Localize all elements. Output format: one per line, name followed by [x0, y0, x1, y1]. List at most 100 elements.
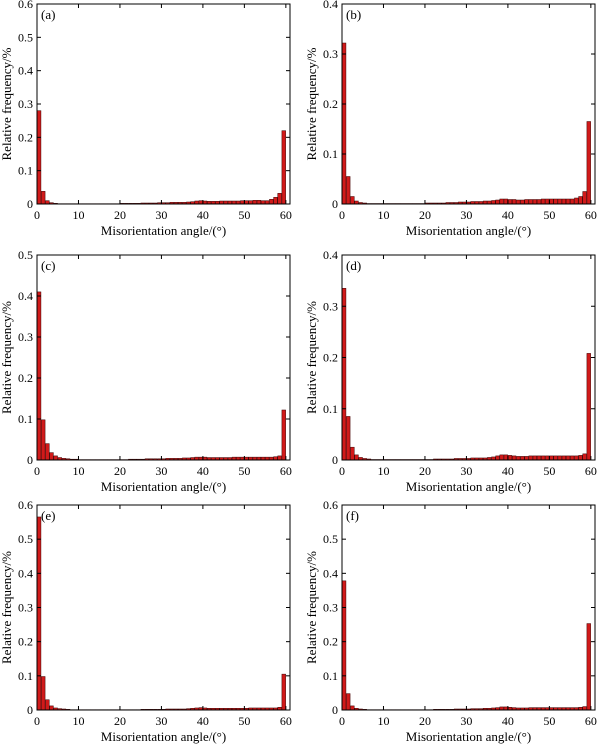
x-tick-label: 20 — [114, 464, 126, 478]
bar — [269, 199, 274, 205]
x-tick-label: 30 — [155, 208, 167, 222]
y-tick-label: 0.6 — [323, 498, 338, 512]
bar — [578, 196, 583, 205]
x-tick-label: 0 — [339, 208, 345, 222]
y-tick-label: 0 — [332, 453, 338, 467]
y-axis-label: Relative frequency/% — [0, 47, 14, 160]
bar — [491, 200, 496, 205]
y-tick-label: 0.2 — [323, 97, 338, 111]
bar — [541, 198, 546, 205]
x-tick-label: 30 — [155, 464, 167, 478]
y-tick-label: 0.4 — [323, 566, 338, 580]
bar — [574, 455, 579, 461]
bar — [516, 199, 521, 205]
x-tick-label: 0 — [34, 464, 40, 478]
bar — [252, 200, 257, 205]
bar — [277, 455, 282, 461]
x-axis-label: Misorientation angle/(°) — [101, 729, 226, 744]
bar — [346, 176, 351, 205]
chart-panel-6: 0 10 20 30 40 50 60 0 0.1 0.2 0.3 0.4 0.5 0.6 (f) Misor… — [304, 498, 597, 744]
x-tick-label: 60 — [280, 714, 292, 728]
x-tick-label: 20 — [114, 208, 126, 222]
panel-label: (e) — [41, 508, 55, 523]
bar — [281, 673, 286, 711]
y-tick-label: 0.3 — [18, 330, 33, 344]
x-axis-label: Misorientation angle/(°) — [406, 729, 531, 744]
bar — [524, 199, 529, 205]
x-tick-label: 0 — [339, 464, 345, 478]
bar — [557, 198, 562, 205]
bar — [36, 291, 42, 461]
panel-label: (d) — [346, 258, 361, 273]
bar — [524, 456, 529, 461]
y-axis-label: Relative frequency/% — [304, 301, 319, 414]
bar — [586, 623, 591, 711]
bar — [557, 455, 562, 461]
bar — [350, 446, 355, 461]
y-tick-label: 0.6 — [18, 498, 33, 512]
y-tick-label: 0.4 — [323, 248, 338, 262]
plot-frame — [341, 504, 596, 711]
plot-frame — [341, 3, 596, 205]
bar — [574, 197, 579, 205]
bar — [45, 443, 50, 461]
bar — [350, 196, 355, 205]
panel-label: (f) — [346, 508, 359, 523]
bar — [512, 455, 517, 461]
bar — [532, 199, 537, 205]
x-tick-label: 0 — [34, 714, 40, 728]
y-tick-label: 0.2 — [18, 130, 33, 144]
bar — [49, 452, 54, 461]
y-tick-label: 0.5 — [323, 532, 338, 546]
bar — [281, 409, 286, 461]
y-axis-label: Relative frequency/% — [0, 551, 14, 664]
bar — [565, 198, 571, 205]
x-tick-label: 50 — [238, 714, 250, 728]
y-axis-label: Relative frequency/% — [304, 551, 319, 664]
x-tick-label: 40 — [197, 464, 209, 478]
x-axis-label: Misorientation angle/(°) — [406, 223, 531, 238]
bar — [528, 455, 533, 461]
y-tick-label: 0.2 — [323, 351, 338, 365]
x-tick-label: 40 — [197, 714, 209, 728]
x-tick-label: 0 — [339, 714, 345, 728]
x-tick-label: 0 — [34, 208, 40, 222]
y-tick-label: 0.2 — [323, 635, 338, 649]
chart-panel-3: 0 10 20 30 40 50 60 0 0.1 0.2 0.3 0.4 0.5 (c) Misorien… — [0, 248, 292, 494]
bar — [549, 455, 554, 461]
bar — [561, 198, 567, 205]
x-tick-label: 10 — [377, 208, 389, 222]
x-tick-label: 20 — [114, 714, 126, 728]
bar — [341, 580, 347, 711]
bar — [528, 199, 533, 205]
x-tick-label: 50 — [543, 464, 555, 478]
x-tick-label: 30 — [155, 714, 167, 728]
bar — [582, 706, 587, 711]
y-tick-label: 0.4 — [18, 64, 33, 78]
bar — [507, 199, 513, 205]
x-tick-label: 60 — [280, 464, 292, 478]
y-tick-label: 0 — [332, 703, 338, 717]
x-tick-label: 10 — [377, 714, 389, 728]
bar — [536, 455, 542, 461]
bar — [346, 416, 351, 461]
bar — [36, 516, 42, 711]
y-tick-label: 0.4 — [323, 0, 338, 11]
y-tick-label: 0 — [27, 703, 33, 717]
x-tick-label: 60 — [585, 208, 597, 222]
x-tick-label: 10 — [377, 464, 389, 478]
bar — [532, 455, 537, 461]
bar — [499, 454, 504, 461]
x-tick-label: 60 — [585, 714, 597, 728]
x-tick-label: 40 — [502, 714, 514, 728]
x-tick-label: 30 — [460, 714, 472, 728]
panel-label: (b) — [346, 7, 361, 22]
bar — [570, 455, 575, 461]
chart-panel-1: 0 10 20 30 40 50 60 0 0.1 0.2 0.3 0.4 0.5 0.6 (a) Misor… — [0, 0, 292, 238]
panel-label: (c) — [41, 258, 55, 273]
y-tick-label: 0.1 — [18, 164, 33, 178]
x-tick-label: 50 — [543, 714, 555, 728]
y-tick-label: 0.1 — [323, 402, 338, 416]
bar — [516, 456, 521, 461]
